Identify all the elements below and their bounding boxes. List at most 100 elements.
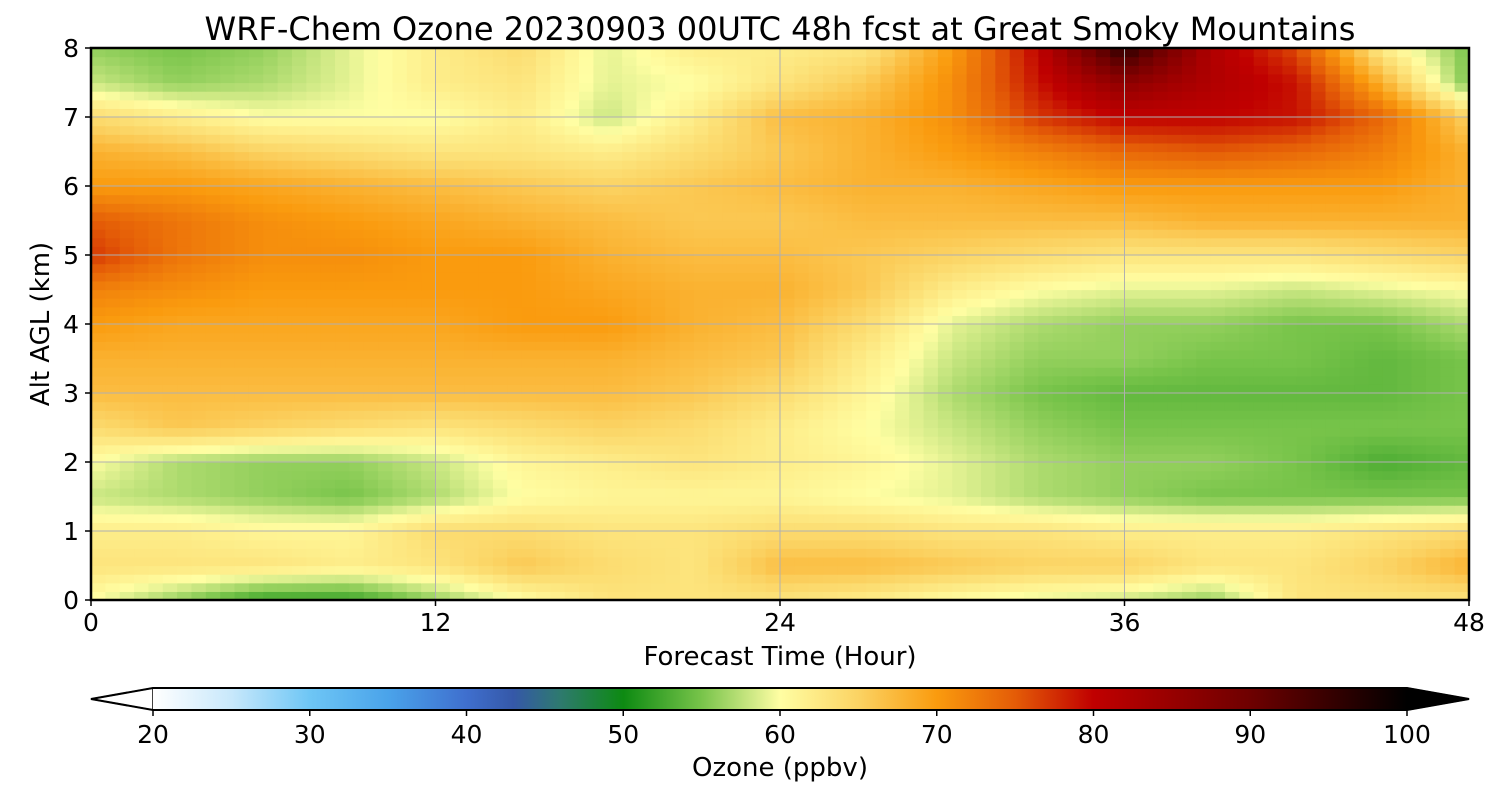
heatmap-cell <box>1052 332 1068 342</box>
heatmap-cell <box>1009 349 1025 360</box>
heatmap-cell <box>148 237 164 247</box>
heatmap-cell <box>966 203 982 213</box>
heatmap-cell <box>177 531 193 541</box>
heatmap-cell <box>1296 427 1312 437</box>
heatmap-cell <box>291 418 307 429</box>
heatmap-cell <box>579 272 594 282</box>
heatmap-cell <box>421 548 437 558</box>
heatmap-cell <box>1167 531 1183 541</box>
heatmap-cell <box>952 220 968 230</box>
heatmap-cell <box>1368 574 1384 584</box>
heatmap-cell <box>1397 453 1413 463</box>
heatmap-cell <box>1009 280 1025 291</box>
heatmap-cell <box>1181 401 1197 411</box>
heatmap-cell <box>492 574 508 584</box>
heatmap-cell <box>708 272 724 282</box>
heatmap-cell <box>650 539 666 549</box>
heatmap-cell <box>1181 160 1197 170</box>
heatmap-cell <box>1138 565 1154 575</box>
heatmap-cell <box>1425 168 1441 178</box>
heatmap-cell <box>1397 522 1413 532</box>
heatmap-cell <box>1411 272 1427 282</box>
heatmap-cell <box>1296 582 1312 592</box>
heatmap-cell <box>1311 393 1327 403</box>
heatmap-cell <box>851 237 867 247</box>
heatmap-cell <box>464 565 480 575</box>
heatmap-cell <box>421 220 437 230</box>
heatmap-cell <box>1325 522 1341 532</box>
heatmap-cell <box>248 556 264 567</box>
heatmap-cell <box>622 358 638 368</box>
heatmap-cell <box>435 427 451 437</box>
heatmap-cell <box>923 375 939 385</box>
heatmap-cell <box>191 582 207 592</box>
heatmap-cell <box>507 367 523 377</box>
heatmap-cell <box>722 522 738 532</box>
heatmap-cell <box>306 436 322 446</box>
heatmap-cell <box>492 341 508 351</box>
heatmap-cell <box>1081 393 1097 403</box>
heatmap-cell <box>535 341 551 351</box>
heatmap-cell <box>1081 280 1097 291</box>
heatmap-cell <box>191 211 207 222</box>
heatmap-cell <box>780 194 795 204</box>
heatmap-cell <box>1454 280 1469 291</box>
heatmap-cell <box>751 203 767 213</box>
heatmap-cell <box>808 548 824 558</box>
heatmap-cell <box>1268 565 1283 575</box>
heatmap-cell <box>134 487 150 498</box>
heatmap-cell <box>248 160 264 170</box>
heatmap-cell <box>1253 255 1269 265</box>
heatmap-cell <box>1368 582 1384 592</box>
heatmap-cell <box>1440 255 1456 265</box>
heatmap-cell <box>1239 229 1255 239</box>
heatmap-cell <box>191 220 207 230</box>
heatmap-cell <box>1009 401 1025 411</box>
heatmap-cell <box>1167 272 1183 282</box>
heatmap-cell <box>550 324 566 334</box>
heatmap-cell <box>1382 246 1398 256</box>
heatmap-cell <box>177 341 193 351</box>
heatmap-cell <box>765 186 781 196</box>
heatmap-cell <box>851 444 867 454</box>
heatmap-cell <box>349 315 365 325</box>
heatmap-cell <box>751 418 767 429</box>
heatmap-cell <box>636 453 652 463</box>
heatmap-cell <box>507 453 523 463</box>
heatmap-cell <box>306 341 322 351</box>
heatmap-cell <box>636 444 652 454</box>
heatmap-cell <box>765 522 781 532</box>
heatmap-cell <box>1181 436 1197 446</box>
heatmap-cell <box>636 479 652 489</box>
heatmap-cell <box>823 444 839 454</box>
heatmap-cell <box>335 177 350 187</box>
heatmap-cell <box>880 513 896 523</box>
heatmap-cell <box>679 505 695 515</box>
heatmap-cell <box>736 539 752 549</box>
heatmap-cell <box>91 298 106 308</box>
heatmap-cell <box>923 522 939 532</box>
heatmap-cell <box>665 582 681 592</box>
heatmap-cell <box>1382 324 1398 334</box>
heatmap-cell <box>363 496 379 506</box>
heatmap-cell <box>220 341 236 351</box>
heatmap-cell <box>736 470 752 480</box>
heatmap-cell <box>1296 211 1312 222</box>
heatmap-cell <box>421 375 437 385</box>
heatmap-cell <box>1311 427 1327 437</box>
heatmap-cell <box>665 332 681 342</box>
heatmap-cell <box>1009 513 1025 523</box>
heatmap-cell <box>449 539 465 549</box>
heatmap-cell <box>952 444 968 454</box>
heatmap-cell <box>335 246 350 256</box>
heatmap-cell <box>1167 556 1183 567</box>
heatmap-cell <box>909 487 925 498</box>
heatmap-cell <box>1110 427 1126 437</box>
heatmap-cell <box>837 505 853 515</box>
heatmap-cell <box>220 220 236 230</box>
heatmap-cell <box>1110 531 1126 541</box>
heatmap-cell <box>880 436 896 446</box>
heatmap-cell <box>521 280 537 291</box>
heatmap-cell <box>1296 384 1312 394</box>
heatmap-cell <box>335 436 350 446</box>
